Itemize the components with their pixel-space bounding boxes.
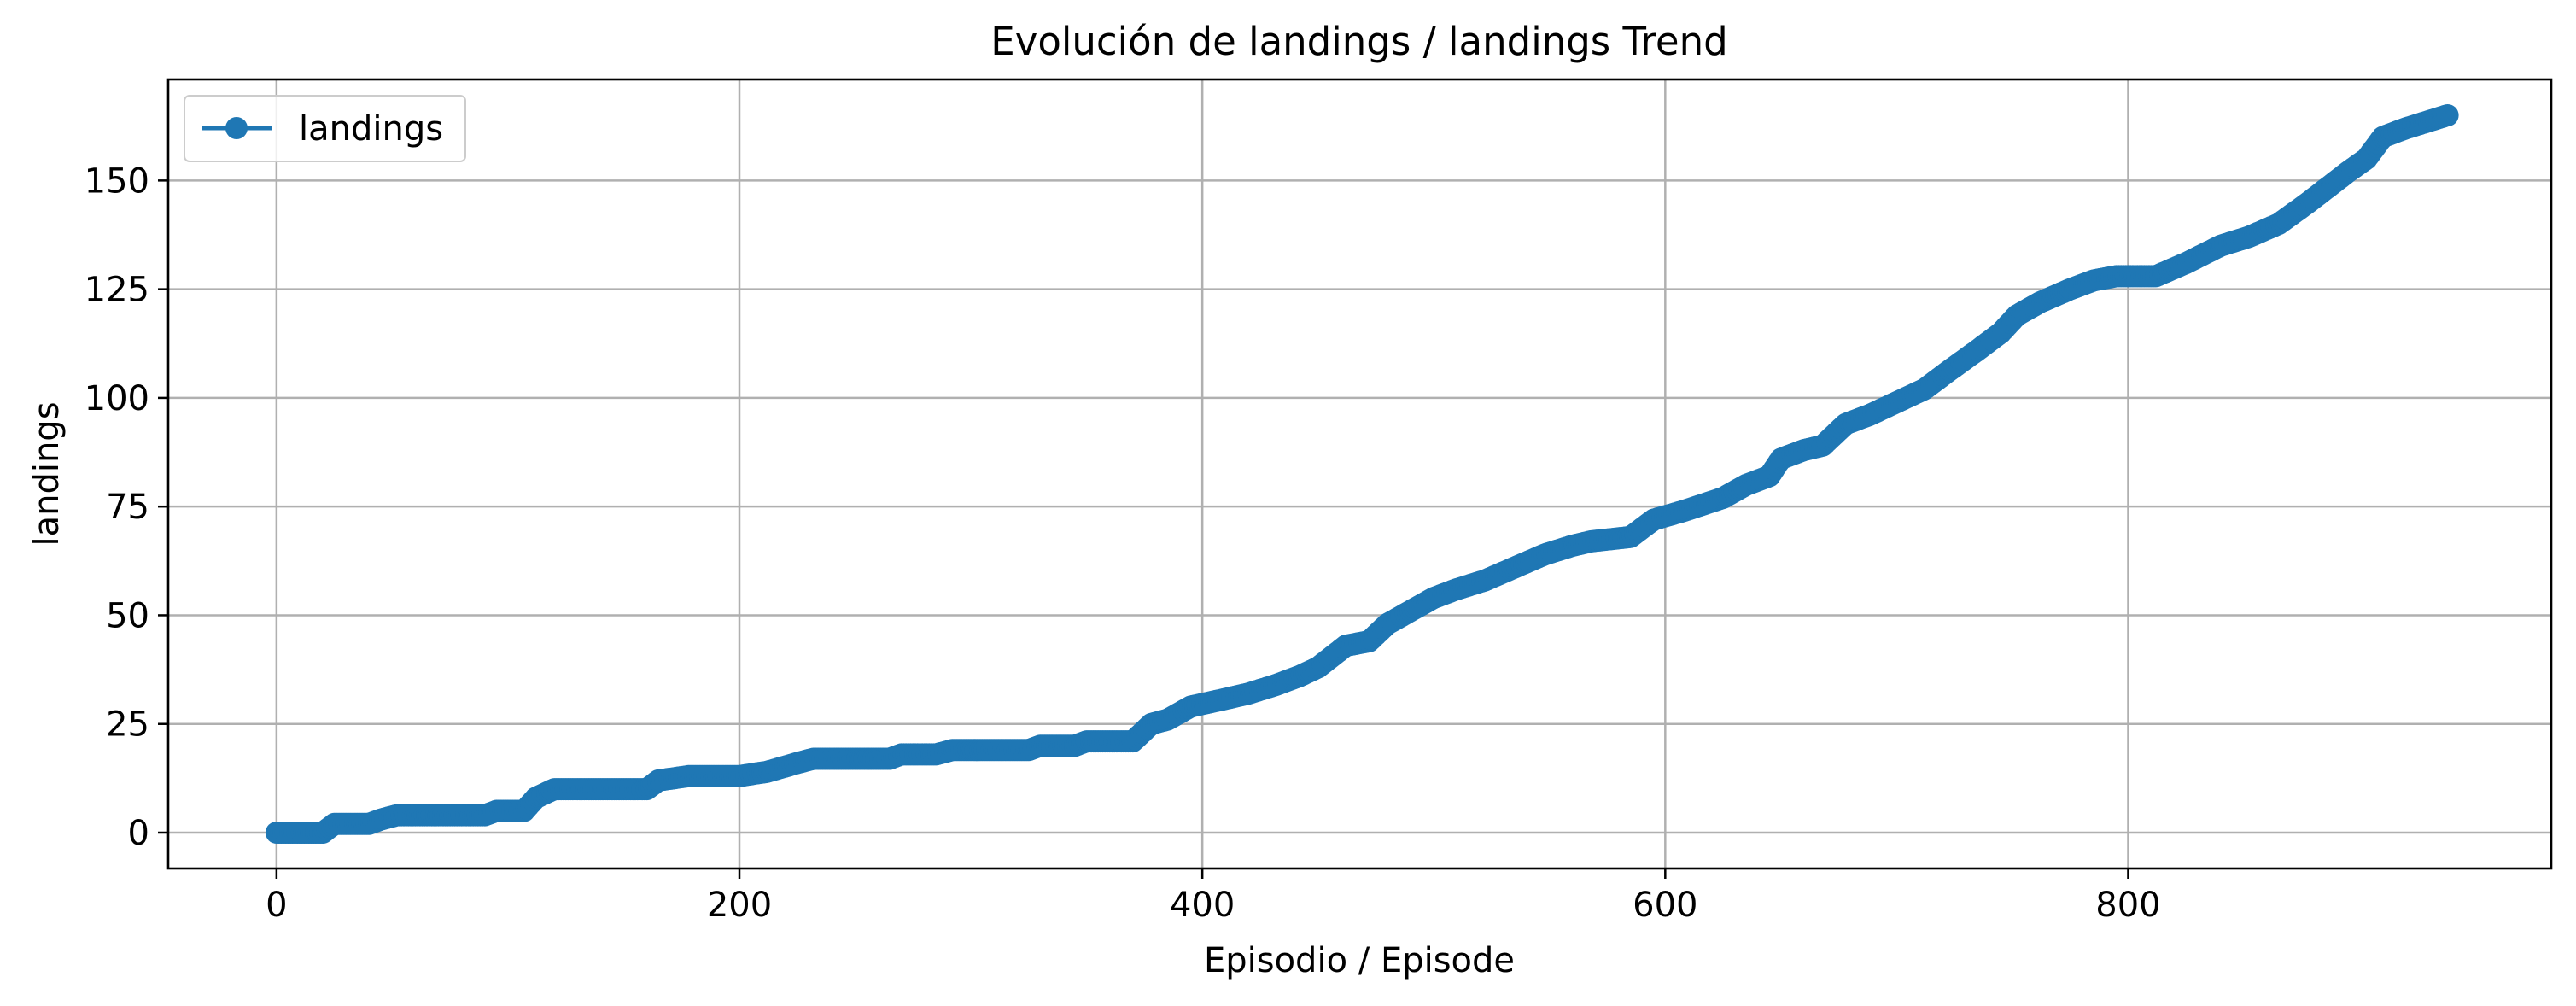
x-tick-label: 200: [707, 886, 772, 925]
y-tick-label: 75: [106, 488, 149, 527]
data-point: [2436, 104, 2459, 126]
x-tick-label: 400: [1170, 886, 1235, 925]
y-tick-label: 25: [106, 705, 149, 745]
y-tick-label: 125: [85, 271, 149, 310]
legend-marker: [225, 117, 248, 139]
legend-box: [184, 95, 466, 162]
ticks: 0 200 400 600 800 0 25 50 75 100 125 150: [85, 161, 2161, 925]
chart-title: Evolución de landings / landings Trend: [990, 19, 1727, 64]
grid: [168, 79, 2551, 869]
legend-label: landings: [299, 109, 443, 149]
y-tick-label: 150: [85, 161, 149, 201]
y-tick-label: 100: [85, 379, 149, 418]
legend: landings: [184, 95, 466, 162]
x-axis-label: Episodio / Episode: [1204, 941, 1515, 980]
y-tick-label: 0: [128, 814, 149, 853]
plot-frame: [166, 78, 2553, 870]
x-tick-label: 600: [1633, 886, 1697, 925]
series-layer: [265, 104, 2459, 844]
y-axis-label: landings: [27, 401, 67, 546]
y-tick-label: 50: [106, 596, 149, 635]
x-tick-label: 0: [266, 886, 287, 925]
x-tick-label: 800: [2095, 886, 2160, 925]
